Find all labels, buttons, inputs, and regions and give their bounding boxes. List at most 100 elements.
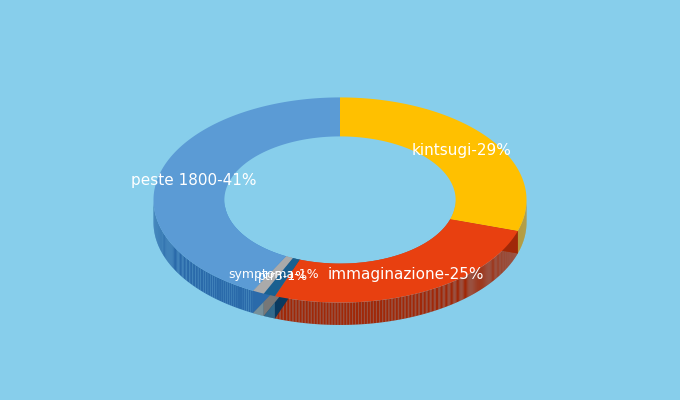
Polygon shape xyxy=(333,302,335,325)
Polygon shape xyxy=(399,254,400,277)
Polygon shape xyxy=(279,297,281,320)
Text: peste 1800-41%: peste 1800-41% xyxy=(131,172,256,188)
Polygon shape xyxy=(319,302,321,324)
Polygon shape xyxy=(488,261,490,284)
Polygon shape xyxy=(411,294,413,317)
Polygon shape xyxy=(236,285,238,308)
Polygon shape xyxy=(324,302,325,325)
Polygon shape xyxy=(417,293,418,316)
Polygon shape xyxy=(330,302,331,325)
Polygon shape xyxy=(426,290,428,313)
Polygon shape xyxy=(246,289,249,312)
Polygon shape xyxy=(415,294,417,316)
Polygon shape xyxy=(154,98,340,291)
Polygon shape xyxy=(442,285,443,308)
Polygon shape xyxy=(240,232,241,255)
Polygon shape xyxy=(424,291,425,314)
Polygon shape xyxy=(275,260,300,318)
Polygon shape xyxy=(331,302,333,325)
Polygon shape xyxy=(379,300,381,323)
Polygon shape xyxy=(340,264,341,286)
Polygon shape xyxy=(398,254,399,277)
Polygon shape xyxy=(396,255,397,278)
Polygon shape xyxy=(464,276,465,299)
Polygon shape xyxy=(432,289,433,312)
Polygon shape xyxy=(269,250,271,273)
Polygon shape xyxy=(481,266,482,290)
Polygon shape xyxy=(467,274,469,298)
Polygon shape xyxy=(459,278,460,301)
Polygon shape xyxy=(401,296,403,319)
Polygon shape xyxy=(309,261,311,284)
Polygon shape xyxy=(201,268,202,291)
Polygon shape xyxy=(253,256,286,313)
Polygon shape xyxy=(381,259,382,282)
Polygon shape xyxy=(242,287,244,310)
Polygon shape xyxy=(394,298,396,320)
Polygon shape xyxy=(475,270,476,293)
Polygon shape xyxy=(378,260,379,282)
Polygon shape xyxy=(386,258,387,281)
Polygon shape xyxy=(388,299,390,322)
Polygon shape xyxy=(222,279,224,303)
Polygon shape xyxy=(433,288,435,311)
Polygon shape xyxy=(315,302,316,324)
Polygon shape xyxy=(275,296,276,319)
Polygon shape xyxy=(356,302,357,325)
Polygon shape xyxy=(394,256,395,278)
Polygon shape xyxy=(308,261,309,284)
Polygon shape xyxy=(490,260,491,283)
Polygon shape xyxy=(429,290,430,312)
Polygon shape xyxy=(311,301,313,324)
Polygon shape xyxy=(236,228,237,251)
Polygon shape xyxy=(314,262,315,284)
Polygon shape xyxy=(369,262,370,284)
Polygon shape xyxy=(364,302,366,324)
Polygon shape xyxy=(494,257,495,280)
Polygon shape xyxy=(291,299,292,322)
Polygon shape xyxy=(396,298,397,320)
Polygon shape xyxy=(318,302,319,324)
Text: kintsugi-29%: kintsugi-29% xyxy=(412,144,512,158)
Polygon shape xyxy=(362,262,364,285)
Polygon shape xyxy=(344,264,345,286)
Polygon shape xyxy=(406,252,407,275)
Polygon shape xyxy=(322,263,323,285)
Polygon shape xyxy=(328,302,330,325)
Polygon shape xyxy=(378,300,379,323)
Polygon shape xyxy=(375,300,377,323)
Polygon shape xyxy=(419,246,420,269)
Polygon shape xyxy=(415,248,416,271)
Polygon shape xyxy=(418,246,419,269)
Polygon shape xyxy=(299,300,300,322)
Polygon shape xyxy=(282,255,284,278)
Polygon shape xyxy=(264,258,292,316)
Polygon shape xyxy=(324,263,325,286)
Polygon shape xyxy=(390,299,391,321)
Polygon shape xyxy=(295,300,296,322)
Polygon shape xyxy=(393,298,394,321)
Polygon shape xyxy=(421,292,422,315)
Polygon shape xyxy=(476,270,477,293)
Polygon shape xyxy=(301,260,303,282)
Polygon shape xyxy=(191,262,192,285)
Polygon shape xyxy=(449,282,451,305)
Polygon shape xyxy=(160,228,161,251)
Polygon shape xyxy=(385,258,386,281)
Polygon shape xyxy=(163,233,164,256)
Polygon shape xyxy=(318,262,319,285)
Polygon shape xyxy=(387,258,388,280)
Polygon shape xyxy=(474,271,475,294)
Polygon shape xyxy=(192,263,194,286)
Polygon shape xyxy=(404,296,406,319)
Polygon shape xyxy=(171,244,173,268)
Polygon shape xyxy=(351,302,352,325)
Polygon shape xyxy=(329,263,330,286)
Polygon shape xyxy=(305,261,306,283)
Polygon shape xyxy=(409,250,410,273)
Polygon shape xyxy=(360,302,362,324)
Text: symptoma-1%: symptoma-1% xyxy=(228,268,319,281)
Polygon shape xyxy=(263,248,265,270)
Polygon shape xyxy=(174,246,175,270)
Polygon shape xyxy=(343,302,345,325)
